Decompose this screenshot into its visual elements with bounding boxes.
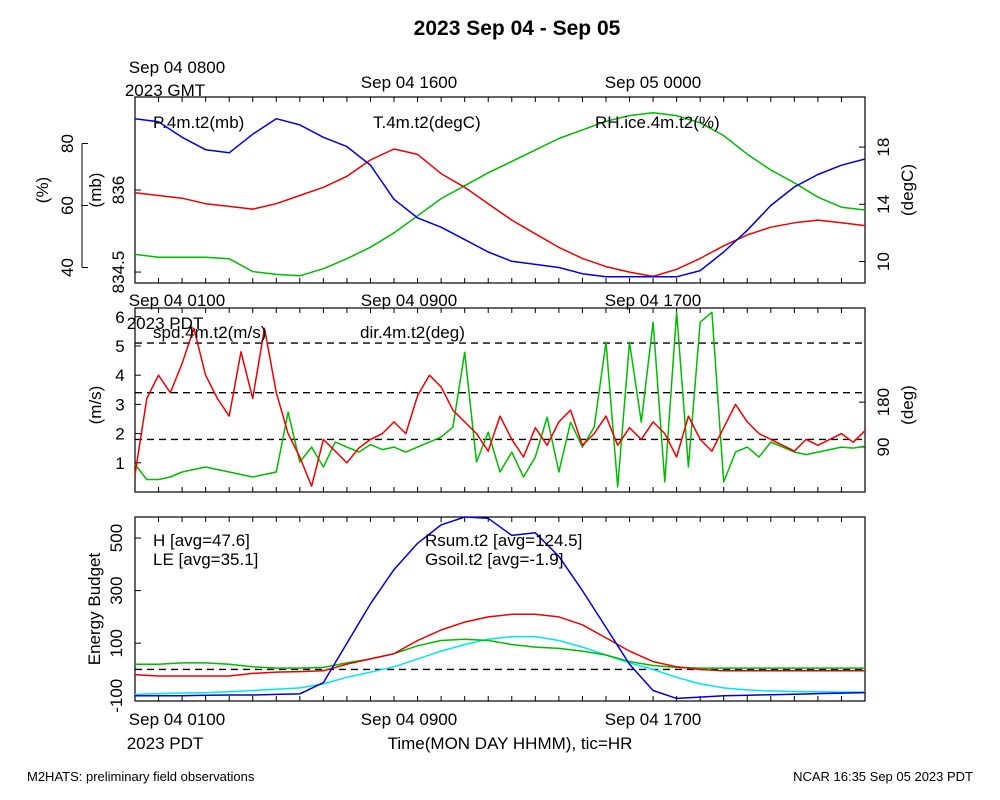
pdt-mid-tick-label-0: Sep 04 0100 xyxy=(129,291,225,310)
panel-wind-lines xyxy=(134,311,866,488)
axis-label-temperature: (degC) xyxy=(898,164,917,216)
temp-y-tick-label: 14 xyxy=(874,195,893,214)
legend-gsoil: Gsoil.t2 [avg=-1.9] xyxy=(425,550,563,569)
series-rsum-line xyxy=(135,516,866,700)
rh-y-tick-label: 40 xyxy=(58,258,77,277)
axis-label-rh: (%) xyxy=(33,177,52,203)
panel-energy-frame xyxy=(134,516,866,702)
rh-y-tick-label: 60 xyxy=(58,196,77,215)
series-pressure-line xyxy=(134,148,866,278)
axis-label-energy: Energy Budget xyxy=(85,552,104,665)
panel-wind-frame xyxy=(134,307,866,493)
series-speed-line xyxy=(134,327,866,487)
energy-y-tick-label: 300 xyxy=(107,576,126,604)
legend-h: H [avg=47.6] xyxy=(153,531,250,550)
axis-label-speed: (m/s) xyxy=(86,386,105,425)
speed-y-tick-label: 2 xyxy=(115,425,124,444)
pdt-bottom-tick-label-0: Sep 04 0100 xyxy=(129,710,225,729)
pressure-y-tick-label: 836 xyxy=(109,176,128,204)
panel-energy: -100 100 300 500 H [avg=47.6] LE [avg=35.1]… xyxy=(85,516,866,713)
gmt-timezone-label: 2023 GMT xyxy=(125,81,205,100)
x-axis-label: Time(MON DAY HHMM), tic=HR xyxy=(388,734,633,753)
axis-label-direction: (deg) xyxy=(898,385,917,425)
pdt-bottom-tick-label-2: Sep 04 1700 xyxy=(605,710,701,729)
series-le-line xyxy=(135,638,865,669)
chart-title: 2023 Sep 04 - Sep 05 xyxy=(414,17,621,40)
panel-energy-axes: -100 100 300 500 xyxy=(107,517,842,713)
legend-rh: RH.ice.4m.t2(%) xyxy=(595,113,720,132)
series-temperature-line xyxy=(134,111,866,277)
gmt-tick-label-1: Sep 04 1600 xyxy=(361,73,457,92)
pressure-y-tick-label: 834.5 xyxy=(109,251,128,294)
footer-left: M2HATS: preliminary field observations xyxy=(27,769,255,784)
gmt-tick-labels: Sep 04 0800 2023 GMT Sep 04 1600 Sep 05 … xyxy=(125,58,701,100)
temp-y-tick-label: 10 xyxy=(874,252,893,271)
series-gsoil-line xyxy=(134,635,865,696)
footer-right: NCAR 16:35 Sep 05 2023 PDT xyxy=(793,769,973,784)
pdt-tick-labels-bottom: Sep 04 0100 Sep 04 0900 Sep 04 1700 2023… xyxy=(127,710,701,753)
speed-y-tick-label: 4 xyxy=(115,366,124,385)
panel-wind-axes: 1 2 3 4 5 6 90 180 xyxy=(115,308,893,492)
panel-meteorology: 40 60 80 834.5 836 10 14 18 P.4m.t2(mb) T.4m.t2… xyxy=(33,96,917,293)
panel-energy-lines xyxy=(134,516,866,700)
legend-speed: spd.4m.t2(m/s) xyxy=(153,323,266,342)
rh-y-tick-label: 80 xyxy=(58,134,77,153)
legend-temperature: T.4m.t2(degC) xyxy=(373,113,481,132)
series-rh-line xyxy=(134,117,866,278)
energy-y-tick-label: 500 xyxy=(107,524,126,552)
legend-pressure: P.4m.t2(mb) xyxy=(153,113,244,132)
legend-le: LE [avg=35.1] xyxy=(153,550,258,569)
speed-y-tick-label: 6 xyxy=(115,308,124,327)
speed-y-tick-label: 5 xyxy=(115,337,124,356)
panel-wind: 1 2 3 4 5 6 90 180 spd.4m.t2(m/s) dir.4m.t2(deg… xyxy=(86,307,917,493)
pdt-bottom-timezone-label: 2023 PDT xyxy=(127,734,204,753)
speed-y-tick-label: 3 xyxy=(115,395,124,414)
energy-y-tick-label: -100 xyxy=(107,679,126,713)
series-direction-line xyxy=(134,311,866,488)
panel-meteorology-lines xyxy=(134,111,866,278)
pdt-mid-tick-label-1: Sep 04 0900 xyxy=(361,291,457,310)
series-h-line xyxy=(134,613,865,677)
temp-y-tick-label: 18 xyxy=(874,138,893,157)
legend-rsum: Rsum.t2 [avg=124.5] xyxy=(425,531,582,550)
panel-meteorology-axes: 40 60 80 834.5 836 10 14 18 xyxy=(58,97,893,293)
energy-y-tick-label: 100 xyxy=(107,629,126,657)
pdt-mid-tick-label-2: Sep 04 1700 xyxy=(605,291,701,310)
gmt-tick-label-2: Sep 05 0000 xyxy=(605,73,701,92)
pdt-bottom-tick-label-1: Sep 04 0900 xyxy=(361,710,457,729)
pdt-mid-timezone-label: 2023 PDT xyxy=(127,314,204,333)
direction-y-tick-label: 90 xyxy=(874,438,893,457)
speed-y-tick-label: 1 xyxy=(115,454,124,473)
panel-meteorology-frame xyxy=(134,96,866,284)
pdt-tick-labels-mid: Sep 04 0100 Sep 04 0900 Sep 04 1700 2023… xyxy=(127,291,701,333)
legend-direction: dir.4m.t2(deg) xyxy=(360,323,465,342)
panel-wind-ref-lines xyxy=(135,342,865,441)
direction-y-tick-label: 180 xyxy=(874,388,893,416)
axis-label-pressure: (mb) xyxy=(86,173,105,208)
gmt-tick-label-0: Sep 04 0800 xyxy=(129,58,225,77)
